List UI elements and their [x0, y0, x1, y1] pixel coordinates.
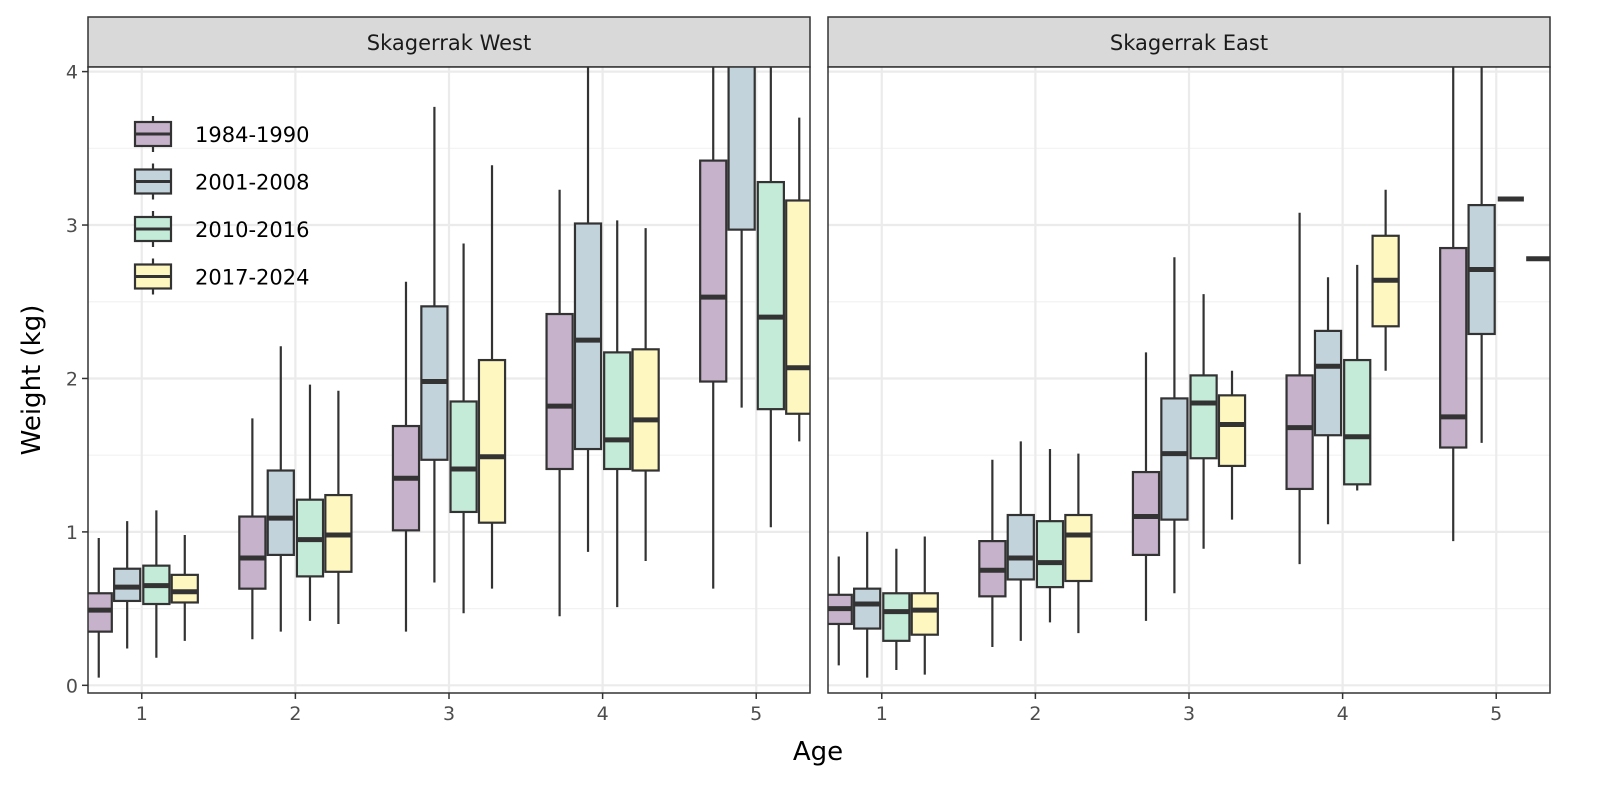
- box-2010-2016: [142, 510, 171, 658]
- box-body: [1131, 470, 1161, 557]
- x-tick-label: 2: [289, 703, 301, 725]
- box-2017-2024: [1064, 453, 1093, 634]
- strip-title: Skagerrak East: [1110, 31, 1268, 55]
- x-tick-label: 3: [443, 703, 455, 725]
- box-1984-1990: [88, 538, 113, 678]
- legend: 1984-1990 2001-2008 2010-2016 2017-2024: [133, 116, 309, 295]
- box-2010-2016: [1189, 294, 1218, 549]
- box-2001-2008: [1006, 441, 1035, 641]
- box-body: [1343, 358, 1372, 486]
- box-2001-2008: [1467, 67, 1496, 443]
- box-2017-2024: [910, 536, 939, 675]
- box-1984-1990: [1131, 352, 1161, 621]
- box-body: [1064, 513, 1093, 583]
- legend-label: 1984-1990: [195, 123, 309, 147]
- x-tick-label: 4: [597, 703, 609, 725]
- box-body: [699, 159, 728, 383]
- legend-item: 1984-1990: [133, 116, 309, 152]
- box-body: [756, 180, 785, 411]
- box-body: [1189, 374, 1218, 460]
- box-1984-1990: [1439, 67, 1468, 542]
- legend-label: 2010-2016: [195, 218, 309, 242]
- box-2010-2016: [1343, 264, 1372, 491]
- box-2010-2016: [603, 220, 632, 608]
- legend-label: 2001-2008: [195, 171, 309, 195]
- box-2010-2016: [295, 384, 325, 621]
- box-body: [785, 199, 810, 415]
- box-1984-1990: [545, 189, 574, 617]
- box-body: [631, 348, 660, 472]
- box-2001-2008: [1160, 257, 1189, 594]
- box-2001-2008: [727, 67, 756, 408]
- x-tick-label: 3: [1183, 703, 1195, 725]
- y-tick-label: 0: [66, 675, 78, 697]
- box-body: [603, 351, 632, 471]
- legend-item: 2010-2016: [133, 211, 309, 247]
- strip-background: [87, 16, 811, 68]
- box-body: [545, 312, 574, 471]
- box-2001-2008: [853, 531, 882, 678]
- box-2017-2024: [477, 165, 507, 589]
- box-body: [238, 515, 267, 590]
- box-body: [266, 469, 295, 557]
- legend-item: 2017-2024: [133, 258, 309, 295]
- box-body: [1035, 520, 1065, 589]
- box-2010-2016: [1035, 449, 1065, 623]
- x-tick-label: 5: [750, 703, 762, 725]
- box-2017-2024: [631, 228, 660, 562]
- plot-area: [828, 67, 1550, 693]
- x-tick-label: 2: [1029, 703, 1041, 725]
- box-1984-1990: [391, 281, 421, 632]
- y-axis-title: Weight (kg): [17, 305, 47, 456]
- box-body: [573, 222, 603, 451]
- box-1984-1990: [828, 556, 853, 666]
- box-body: [170, 573, 199, 604]
- box-1984-1990: [238, 418, 267, 640]
- box-body: [1313, 329, 1343, 437]
- box-body: [1006, 513, 1035, 581]
- box-2017-2024: [1371, 189, 1400, 371]
- legend-item: 2001-2008: [133, 163, 309, 200]
- panel-1: Skagerrak East 1 2 3 4 5: [827, 16, 1551, 725]
- box-body: [727, 67, 756, 231]
- box-1984-1990: [1285, 212, 1314, 565]
- y-tick-label: 4: [66, 62, 78, 84]
- box-2017-2024: [785, 117, 810, 442]
- box-body: [882, 592, 911, 642]
- y-tick-label: 2: [66, 368, 78, 390]
- box-2001-2008: [266, 346, 295, 632]
- x-tick-label: 1: [136, 703, 148, 725]
- box-2001-2008: [113, 521, 142, 649]
- box-body: [853, 587, 882, 630]
- y-tick-label: 3: [66, 215, 78, 237]
- box-body: [1217, 394, 1247, 468]
- box-body: [1439, 246, 1468, 449]
- x-tick-label: 1: [876, 703, 888, 725]
- box-body: [477, 358, 507, 524]
- box-2001-2008: [1313, 277, 1343, 525]
- plot-area: [88, 67, 810, 693]
- legend-label: 2017-2024: [195, 266, 309, 290]
- strip-title: Skagerrak West: [367, 31, 531, 55]
- box-body: [910, 592, 939, 636]
- box-body: [449, 400, 478, 514]
- box-1984-1990: [978, 459, 1007, 647]
- box-2010-2016: [449, 243, 478, 614]
- box-1984-1990: [699, 67, 728, 589]
- y-tick-label: 1: [66, 522, 78, 544]
- box-2001-2008: [420, 106, 449, 583]
- box-2017-2024: [170, 534, 199, 641]
- box-body: [1160, 397, 1189, 521]
- box-2017-2024: [1217, 370, 1247, 520]
- box-2010-2016: [756, 67, 785, 528]
- box-body: [1285, 374, 1314, 491]
- box-2001-2008: [573, 67, 603, 552]
- x-tick-label: 5: [1490, 703, 1502, 725]
- x-tick-label: 4: [1337, 703, 1349, 725]
- panel-0: Skagerrak West 1 2 3 4 5 0 1 2 3 4 1984-1990 2001-20…: [66, 16, 811, 725]
- box-2017-2024: [324, 390, 353, 624]
- x-axis-title: Age: [793, 737, 843, 767]
- box-2010-2016: [882, 548, 911, 670]
